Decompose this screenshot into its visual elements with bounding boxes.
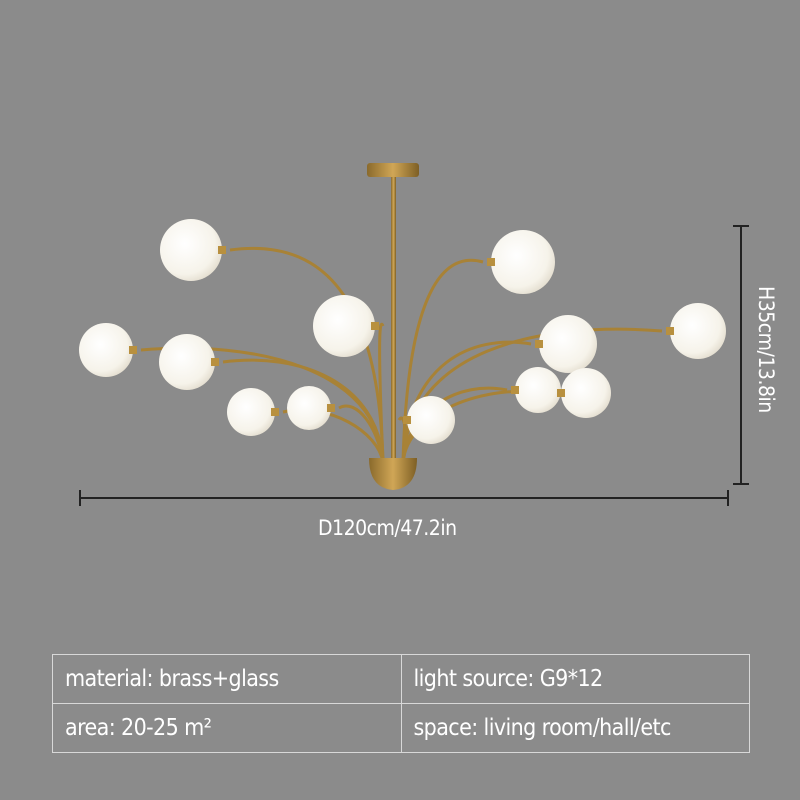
center-rod [391,176,396,466]
height-label: H35cm/13.8in [754,286,778,413]
spec-material: material: brass+glass [52,654,402,704]
socket-cap [557,389,565,397]
socket-cap [487,258,495,266]
spec-area: area: 20-25 m² [52,703,402,753]
arm [378,322,385,463]
arm [229,246,385,463]
glass-globe [287,386,331,430]
glass-globe [561,368,611,418]
table-row: material: brass+glass light source: G9*1… [52,654,750,704]
glass-globe [159,334,215,390]
glass-globe [491,230,555,294]
ceiling-canopy [367,163,419,177]
socket-cap [211,358,219,366]
glass-globe [160,219,222,281]
socket-cap [511,386,519,394]
hub-bowl [369,458,417,490]
glass-globes [79,219,726,444]
glass-globe [670,303,726,359]
arm [222,358,385,463]
glass-globe [515,367,561,413]
glass-globe [313,295,375,357]
height-dimension-line [733,225,749,485]
socket-cap [371,322,379,330]
socket-cap [271,408,279,416]
table-row: area: 20-25 m² space: living room/hall/e… [52,703,750,753]
socket-cap [666,327,674,335]
spec-table: material: brass+glass light source: G9*1… [52,654,750,753]
socket-cap [327,404,335,412]
spec-space: space: living room/hall/etc [400,703,750,753]
socket-cap [218,246,226,254]
arm [338,404,385,463]
glass-globe [407,396,455,444]
socket-cap [403,416,411,424]
socket-cap [535,340,543,348]
glass-globe [539,315,597,373]
socket-cap [129,346,137,354]
glass-globe [227,388,275,436]
spec-light-source: light source: G9*12 [400,654,750,704]
diameter-label: D120cm/47.2in [318,516,457,540]
diameter-dimension-line [79,490,729,506]
arm [401,258,484,463]
glass-globe [79,323,133,377]
